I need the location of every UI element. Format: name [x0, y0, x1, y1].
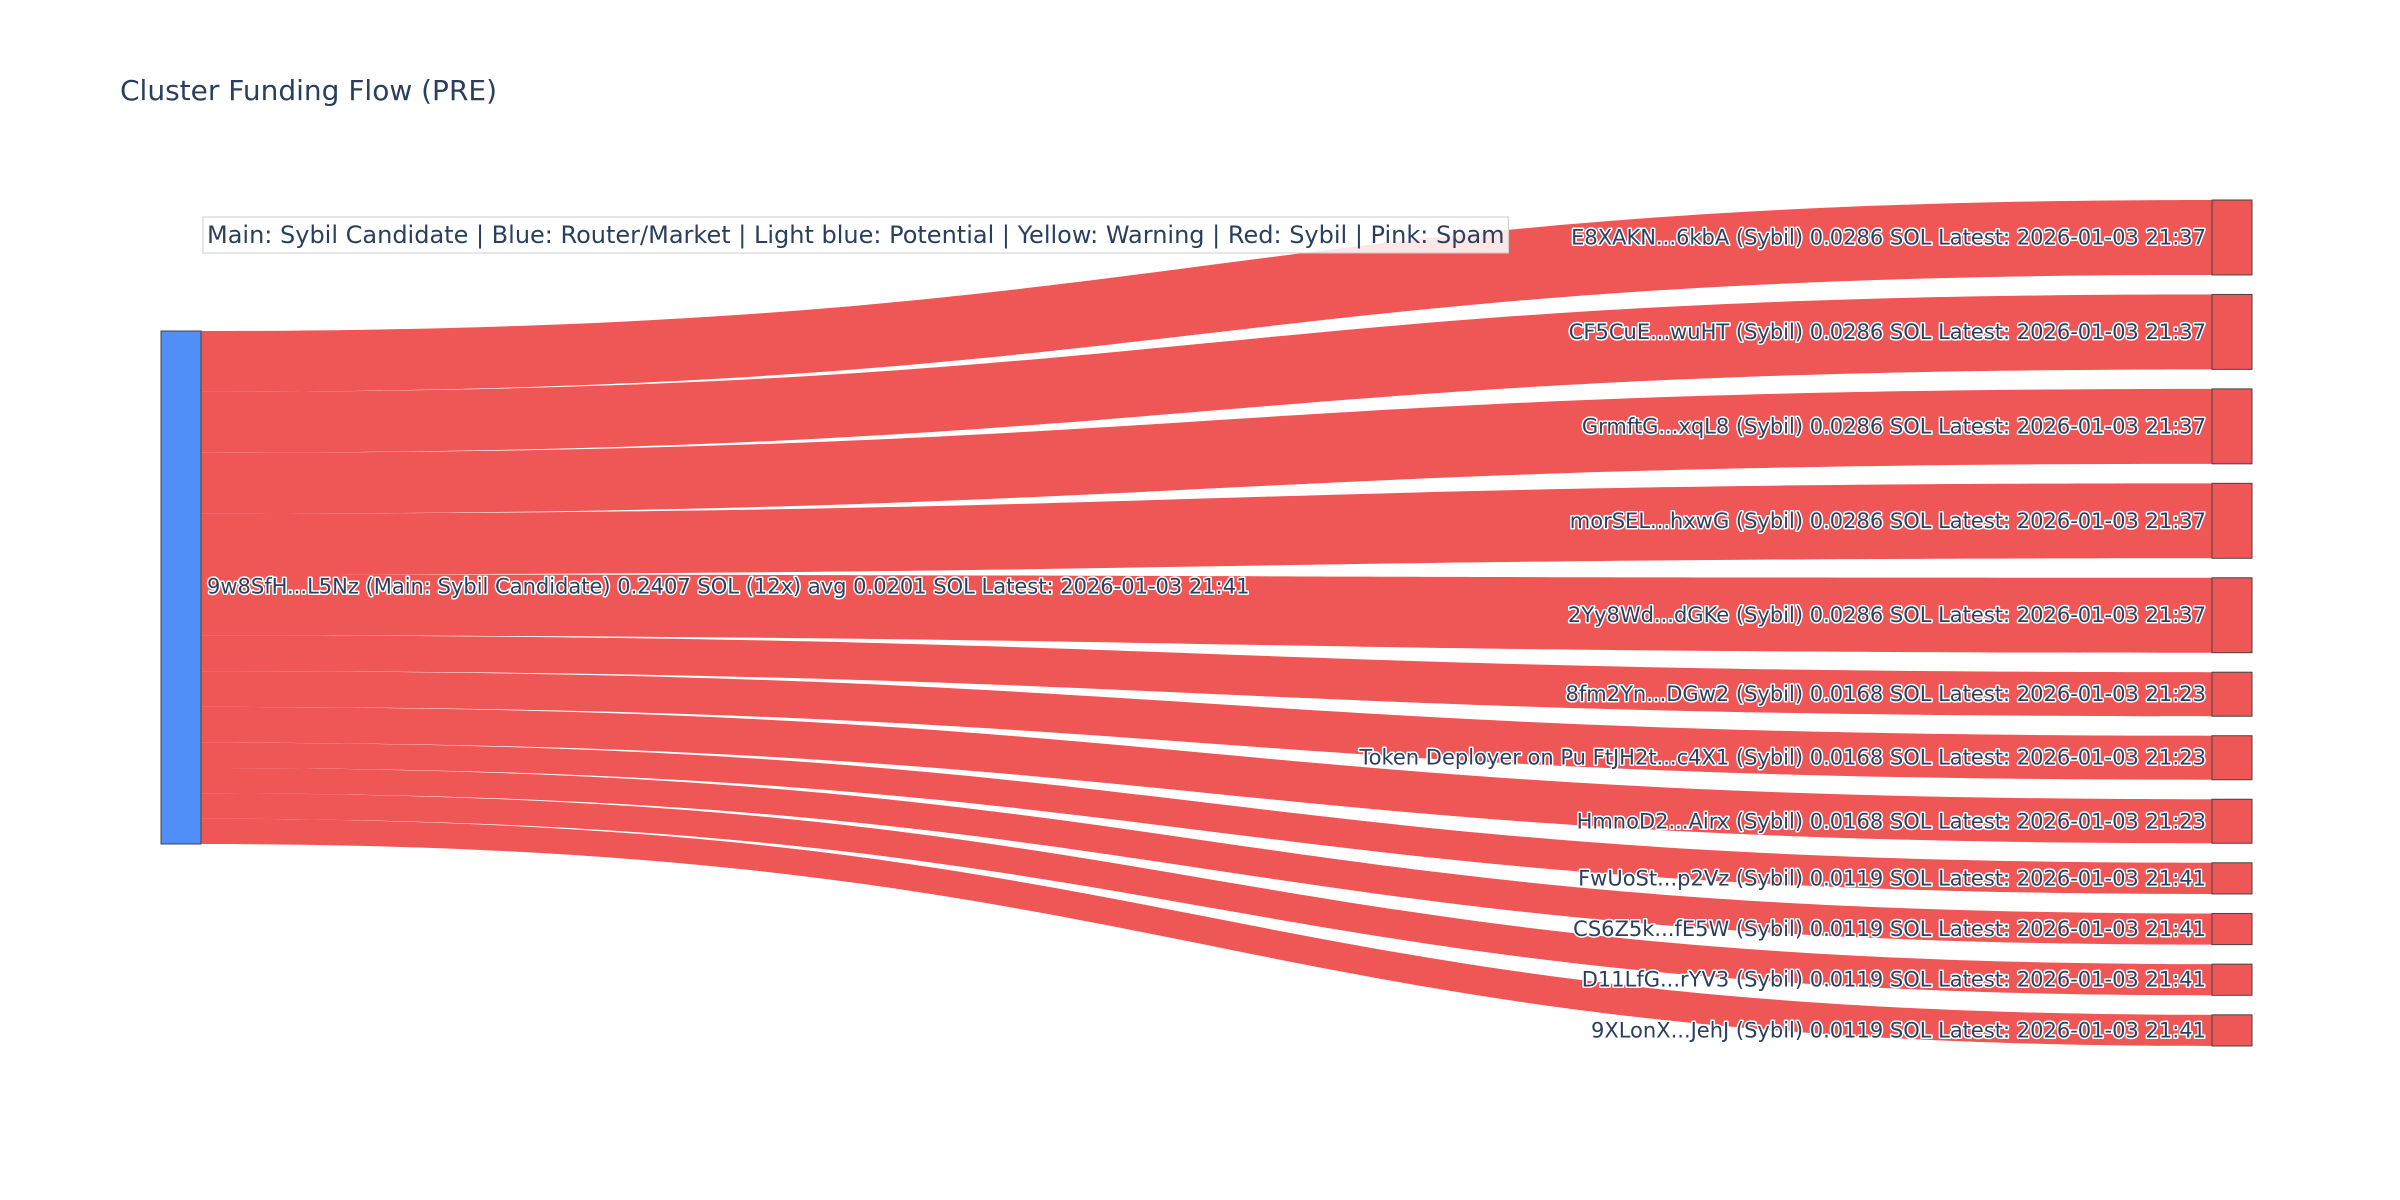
links-layer	[201, 200, 2212, 1046]
flow-link-8[interactable]	[201, 706, 2212, 844]
legend-text: Main: Sybil Candidate | Blue: Router/Mar…	[207, 221, 1505, 249]
flow-link-10[interactable]	[201, 768, 2212, 945]
flow-link-12[interactable]	[201, 818, 2212, 1046]
nodes-layer	[160, 199, 2253, 1047]
flow-link-4[interactable]	[201, 483, 2212, 575]
target-node-label-2: CF5CuE...wuHT (Sybil) 0.0286 SOL Latest:…	[1569, 320, 2206, 344]
target-node-4[interactable]	[2211, 482, 2253, 559]
target-node-9[interactable]	[2211, 862, 2253, 895]
flow-link-6[interactable]	[201, 635, 2212, 717]
target-node-label-4: morSEL...hxwG (Sybil) 0.0286 SOL Latest:…	[1570, 509, 2206, 533]
target-node-5[interactable]	[2211, 577, 2253, 654]
target-node-6[interactable]	[2211, 671, 2253, 717]
target-node-11[interactable]	[2211, 963, 2253, 996]
labels-layer: 9w8SfH...L5Nz (Main: Sybil Candidate) 0.…	[206, 224, 2208, 1044]
target-node-1[interactable]	[2211, 199, 2253, 276]
target-node-2[interactable]	[2211, 293, 2253, 370]
legend-background	[202, 216, 1510, 254]
flow-link-5[interactable]	[201, 574, 2212, 653]
flow-link-1[interactable]	[201, 200, 2212, 392]
target-node-label-10: CS6Z5k...fE5W (Sybil) 0.0119 SOL Latest:…	[1573, 917, 2206, 941]
source-node-label: 9w8SfH...L5Nz (Main: Sybil Candidate) 0.…	[207, 575, 1249, 599]
target-node-label-12: 9XLonX...JehJ (Sybil) 0.0119 SOL Latest:…	[1591, 1018, 2206, 1042]
flow-link-11[interactable]	[201, 793, 2212, 996]
target-node-label-5: 2Yy8Wd...dGKe (Sybil) 0.0286 SOL Latest:…	[1568, 603, 2206, 627]
target-node-7[interactable]	[2211, 735, 2253, 781]
target-node-label-11: D11LfG...rYV3 (Sybil) 0.0119 SOL Latest:…	[1582, 968, 2206, 992]
legend-box: Main: Sybil Candidate | Blue: Router/Mar…	[202, 216, 1510, 254]
target-node-10[interactable]	[2211, 912, 2253, 946]
target-node-label-7: Token Deployer on Pu FtJH2t...c4X1 (Sybi…	[1358, 746, 2206, 770]
target-node-label-6: 8fm2Yn...DGw2 (Sybil) 0.0168 SOL Latest:…	[1566, 682, 2206, 706]
flow-link-2[interactable]	[201, 294, 2212, 453]
target-node-label-9: FwUoSt...p2Vz (Sybil) 0.0119 SOL Latest:…	[1578, 866, 2206, 890]
flow-link-9[interactable]	[201, 742, 2212, 894]
target-node-12[interactable]	[2211, 1014, 2253, 1047]
target-node-label-8: HmnoD2...Airx (Sybil) 0.0168 SOL Latest:…	[1577, 809, 2206, 833]
source-node[interactable]	[160, 330, 202, 845]
target-node-3[interactable]	[2211, 388, 2253, 465]
flow-link-3[interactable]	[201, 388, 2212, 514]
chart-title: Cluster Funding Flow (PRE)	[120, 74, 497, 107]
target-node-label-1: E8XAKN...6kbA (Sybil) 0.0286 SOL Latest:…	[1571, 225, 2206, 249]
target-node-label-3: GrmftG...xqL8 (Sybil) 0.0286 SOL Latest:…	[1582, 414, 2206, 438]
target-node-8[interactable]	[2211, 798, 2253, 844]
flow-link-7[interactable]	[201, 671, 2212, 780]
